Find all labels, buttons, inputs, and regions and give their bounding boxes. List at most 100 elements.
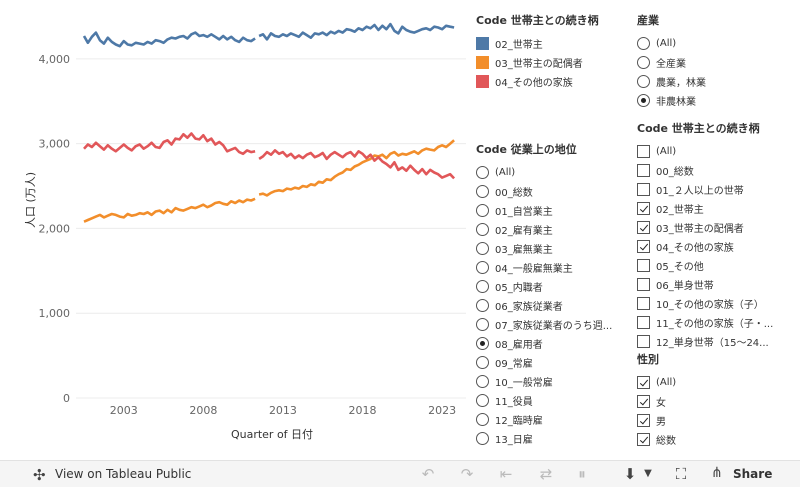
radio-button[interactable] bbox=[476, 394, 489, 407]
checkbox[interactable] bbox=[637, 202, 650, 215]
filter-option[interactable]: 00_総数 bbox=[476, 182, 634, 201]
y-axis-ticks: 0 1,000 2,000 3,000 4,000 bbox=[39, 53, 71, 405]
filter-option-label: 05_内職者 bbox=[495, 283, 543, 294]
filter-option[interactable]: 03_雇無業主 bbox=[476, 239, 634, 258]
checkbox[interactable] bbox=[637, 395, 650, 408]
filter-option[interactable]: 03_世帯主の配偶者 bbox=[637, 218, 797, 237]
radio-button[interactable] bbox=[476, 166, 489, 179]
radio-button[interactable] bbox=[476, 318, 489, 331]
filter-option[interactable]: 女 bbox=[637, 392, 797, 411]
radio-button[interactable] bbox=[637, 75, 650, 88]
view-on-tableau-link[interactable]: View on Tableau Public bbox=[55, 467, 192, 481]
refresh-icon[interactable]: ⇄ bbox=[539, 465, 553, 483]
filter-option[interactable]: 10_一般常雇 bbox=[476, 372, 634, 391]
filter-option[interactable]: 12_臨時雇 bbox=[476, 410, 634, 429]
share-button[interactable]: Share bbox=[733, 467, 773, 481]
download-icon[interactable]: ⬇ bbox=[623, 465, 637, 483]
filter-option[interactable]: 非農林業 bbox=[637, 91, 797, 110]
filter-option-label: 06_家族従業者 bbox=[495, 302, 563, 313]
radio-button[interactable] bbox=[476, 223, 489, 236]
filter-option[interactable]: (All) bbox=[637, 142, 797, 161]
filter-option-label: 10_一般常雇 bbox=[495, 378, 553, 389]
filter-option[interactable]: 04_その他の家族 bbox=[637, 237, 797, 256]
legend-label: 04_その他の家族 bbox=[495, 78, 573, 89]
radio-button[interactable] bbox=[476, 242, 489, 255]
filter-option[interactable]: 農業，林業 bbox=[637, 72, 797, 91]
x-axis-title: Quarter of 日付 bbox=[231, 428, 313, 441]
filter-option[interactable]: 02_世帯主 bbox=[637, 199, 797, 218]
filter-option[interactable]: 14_自営業主・家族従業者 bbox=[476, 448, 634, 449]
checkbox[interactable] bbox=[637, 183, 650, 196]
radio-button[interactable] bbox=[637, 37, 650, 50]
filter-option[interactable]: (All) bbox=[637, 373, 797, 392]
filter-option[interactable]: 総数 bbox=[637, 430, 797, 449]
filter-option[interactable]: 06_家族従業者 bbox=[476, 296, 634, 315]
filter-option[interactable]: 09_常雇 bbox=[476, 353, 634, 372]
filter-option[interactable]: 11_役員 bbox=[476, 391, 634, 410]
checkbox[interactable] bbox=[637, 433, 650, 446]
filter-option[interactable]: 00_総数 bbox=[637, 161, 797, 180]
radio-button[interactable] bbox=[476, 432, 489, 445]
redo-icon[interactable]: ↷ bbox=[460, 465, 474, 483]
filter-option-label: 農業，林業 bbox=[656, 78, 706, 89]
filter-option[interactable]: 06_単身世帯 bbox=[637, 275, 797, 294]
filter-option[interactable]: 07_家族従業者のうち週... bbox=[476, 315, 634, 334]
checkbox[interactable] bbox=[637, 240, 650, 253]
fullscreen-icon[interactable]: ⛶ bbox=[675, 465, 687, 483]
filter-option[interactable]: 10_その他の家族（子） bbox=[637, 294, 797, 313]
filter-option[interactable]: 12_単身世帯（15～24... bbox=[637, 332, 797, 351]
filter-option[interactable]: 04_一般雇無業主 bbox=[476, 258, 634, 277]
chevron-down-icon[interactable]: ▼ bbox=[644, 468, 652, 479]
radio-button[interactable] bbox=[476, 261, 489, 274]
filter-option[interactable]: 11_その他の家族（子・... bbox=[637, 313, 797, 332]
checkbox[interactable] bbox=[637, 221, 650, 234]
legend-item-02[interactable]: 02_世帯主 bbox=[476, 34, 626, 53]
radio-button[interactable] bbox=[637, 56, 650, 69]
checkbox[interactable] bbox=[637, 145, 650, 158]
filter-option[interactable]: 13_日雇 bbox=[476, 429, 634, 448]
radio-button[interactable] bbox=[637, 94, 650, 107]
filter-option[interactable]: 全産業 bbox=[637, 53, 797, 72]
radio-button[interactable] bbox=[476, 337, 489, 350]
undo-icon[interactable]: ↶ bbox=[421, 465, 435, 483]
checkbox[interactable] bbox=[637, 376, 650, 389]
filter-option[interactable]: 02_雇有業主 bbox=[476, 220, 634, 239]
filter-option-label: 09_常雇 bbox=[495, 359, 533, 370]
radio-button[interactable] bbox=[476, 375, 489, 388]
checkbox[interactable] bbox=[637, 316, 650, 329]
series-line-4 bbox=[83, 132, 256, 156]
filter-option[interactable]: 男 bbox=[637, 411, 797, 430]
filter-option[interactable]: 01_２人以上の世帯 bbox=[637, 180, 797, 199]
filter-option[interactable]: 05_内職者 bbox=[476, 277, 634, 296]
radio-button[interactable] bbox=[476, 204, 489, 217]
x-tick-label: 2018 bbox=[349, 404, 377, 417]
legend-item-03[interactable]: 03_世帯主の配偶者 bbox=[476, 53, 626, 72]
filter-option[interactable]: (All) bbox=[476, 163, 634, 182]
radio-button[interactable] bbox=[476, 280, 489, 293]
filter-option-label: 02_雇有業主 bbox=[495, 226, 553, 237]
legend-swatch bbox=[476, 37, 489, 50]
radio-button[interactable] bbox=[476, 185, 489, 198]
pause-icon[interactable]: ⏸ bbox=[578, 465, 586, 483]
filter-option-label: 11_その他の家族（子・... bbox=[656, 319, 774, 330]
checkbox[interactable] bbox=[637, 164, 650, 177]
legend-item-04[interactable]: 04_その他の家族 bbox=[476, 72, 626, 91]
y-tick-label: 3,000 bbox=[39, 138, 71, 151]
filter-option[interactable]: 08_雇用者 bbox=[476, 334, 634, 353]
tableau-toolbar: ✣ View on Tableau Public ⋔ Share bbox=[0, 460, 800, 487]
checkbox[interactable] bbox=[637, 297, 650, 310]
filter-option-label: 00_総数 bbox=[495, 188, 533, 199]
radio-button[interactable] bbox=[476, 356, 489, 369]
filter-option[interactable]: (All) bbox=[637, 34, 797, 53]
checkbox[interactable] bbox=[637, 335, 650, 348]
radio-button[interactable] bbox=[476, 413, 489, 426]
radio-button[interactable] bbox=[476, 299, 489, 312]
checkbox[interactable] bbox=[637, 259, 650, 272]
filter-option-label: 非農林業 bbox=[656, 97, 696, 108]
share-icon[interactable]: ⋔ bbox=[711, 465, 723, 481]
revert-icon[interactable]: ⇤ bbox=[499, 465, 513, 483]
checkbox[interactable] bbox=[637, 278, 650, 291]
checkbox[interactable] bbox=[637, 414, 650, 427]
filter-option[interactable]: 01_自営業主 bbox=[476, 201, 634, 220]
filter-option[interactable]: 05_その他 bbox=[637, 256, 797, 275]
